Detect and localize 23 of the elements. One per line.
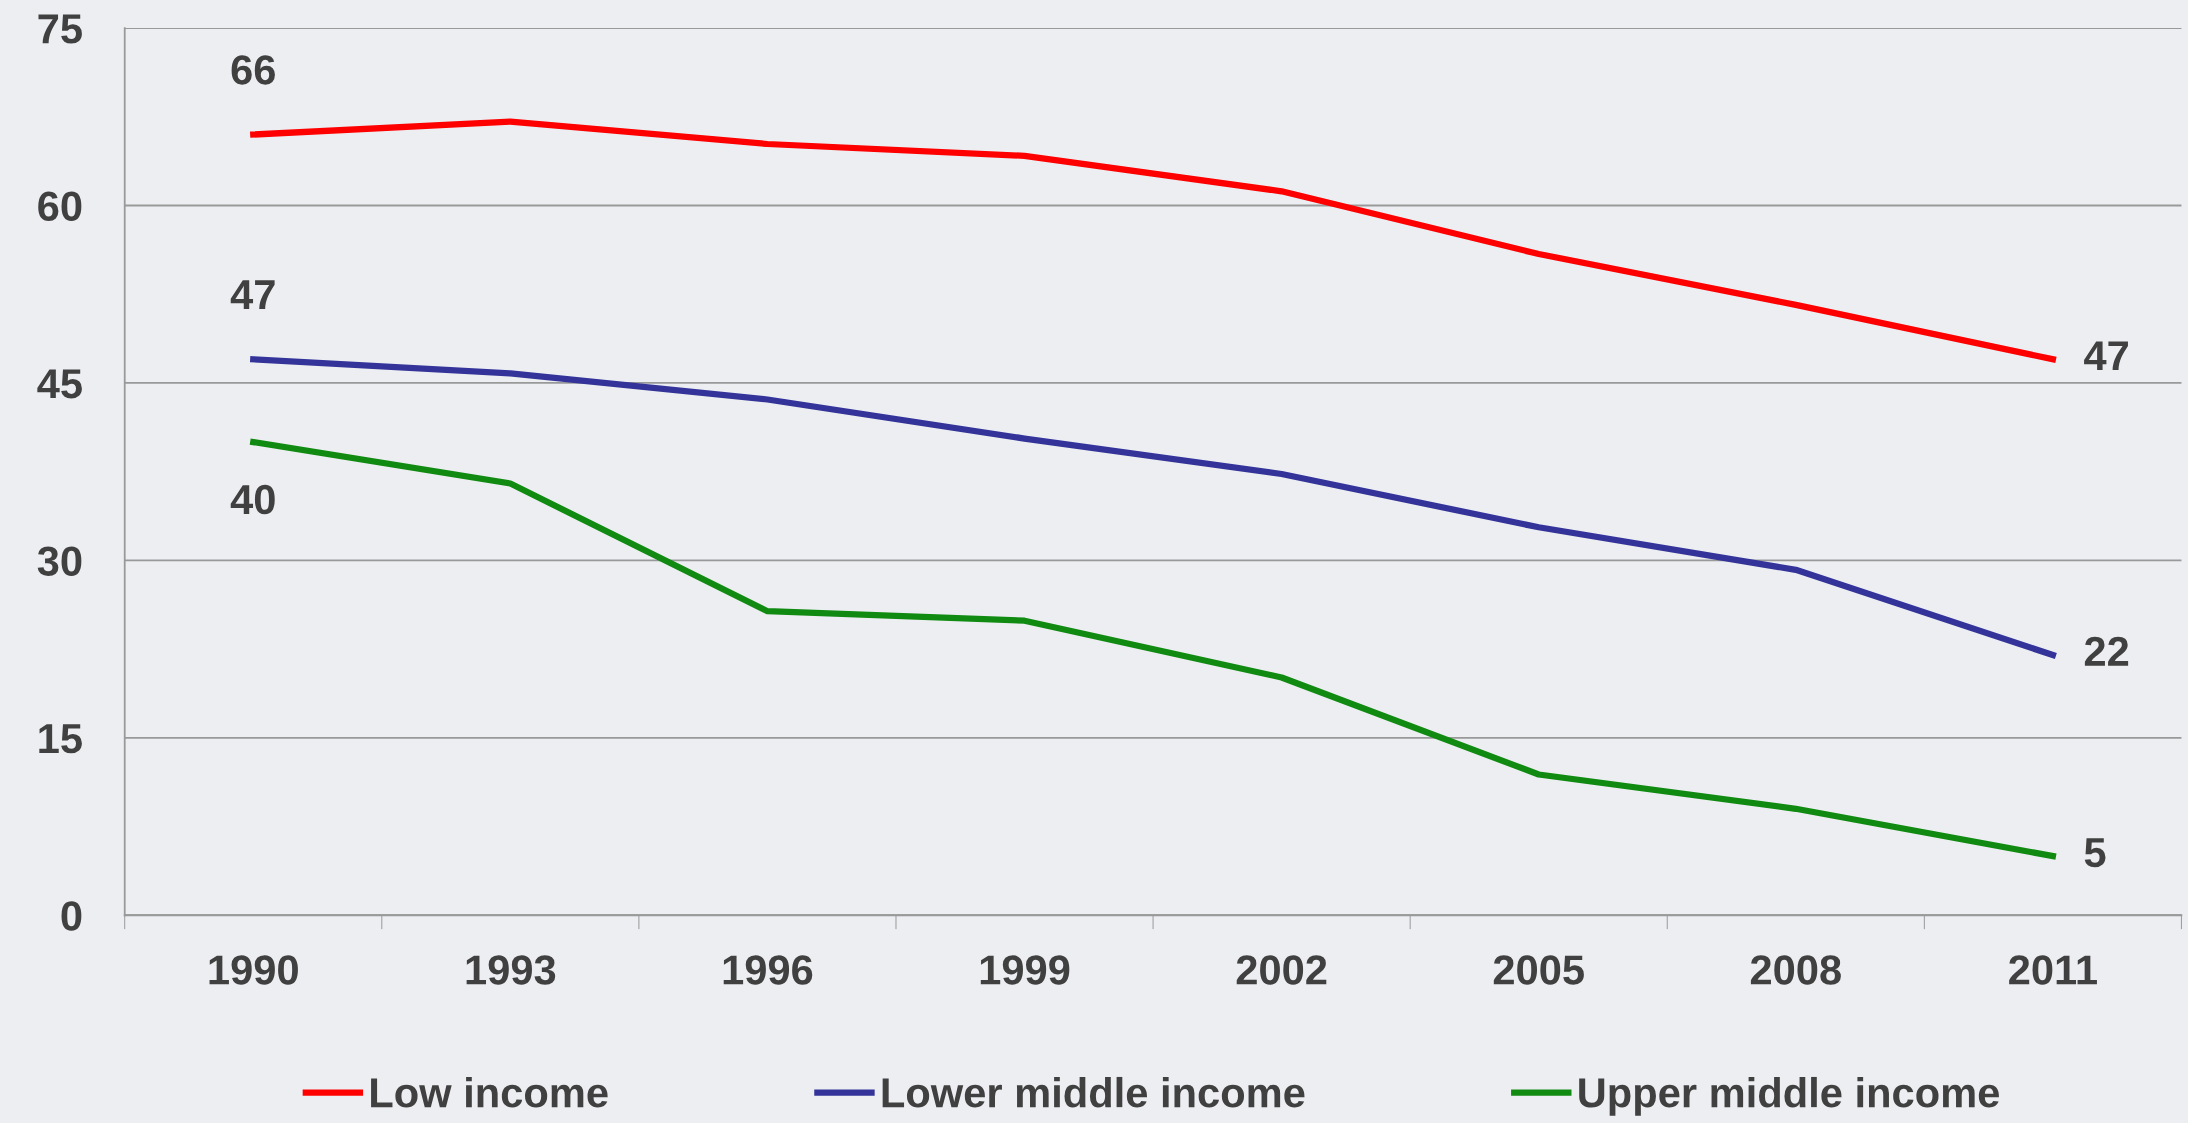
data-label: 5 — [2084, 838, 2106, 868]
data-label: 66 — [231, 55, 275, 85]
legend-label: Low income — [371, 1076, 608, 1108]
x-tick-label: 2008 — [1750, 955, 1841, 985]
y-tick-label: 15 — [39, 724, 82, 754]
x-tick-label: 1996 — [723, 955, 813, 985]
y-tick-label: 30 — [37, 546, 82, 576]
data-label: 22 — [2084, 636, 2129, 666]
x-tick-label: 1993 — [466, 955, 556, 985]
data-label: 40 — [230, 484, 275, 515]
y-tick-label: 60 — [38, 191, 82, 222]
data-label: 47 — [230, 280, 275, 309]
data-label: 47 — [2084, 341, 2128, 371]
x-tick-label: 2005 — [1493, 955, 1584, 985]
legend-label: Lower middle income — [882, 1076, 1305, 1108]
x-tick-label: 1990 — [209, 955, 298, 985]
x-tick-label: 2002 — [1236, 955, 1327, 985]
y-tick-label: 45 — [37, 369, 82, 399]
y-tick-label: 0 — [61, 901, 82, 931]
x-tick-label: 2011 — [2009, 955, 2097, 985]
x-tick-label: 1999 — [980, 955, 1070, 985]
legend-label: Upper middle income — [1579, 1076, 1999, 1116]
y-tick-label: 75 — [38, 14, 82, 44]
